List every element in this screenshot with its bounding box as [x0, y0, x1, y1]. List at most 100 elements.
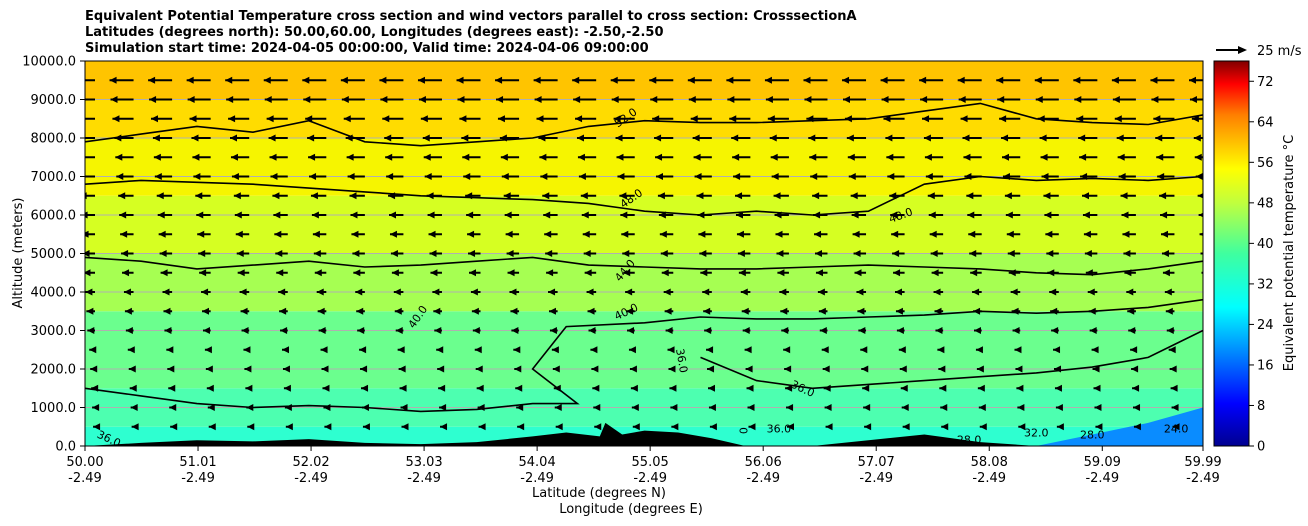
- wind-vector: [324, 423, 332, 431]
- wind-vector: [118, 192, 134, 200]
- wind-vector-head: [573, 96, 581, 103]
- wind-vector: [130, 404, 138, 411]
- wind-vector-head: [157, 211, 165, 219]
- wind-vector-head: [167, 365, 175, 373]
- wind-vector-head: [659, 230, 667, 238]
- wind-vector-head: [497, 115, 505, 123]
- wind-vector: [467, 230, 481, 238]
- wind-vector-head: [1085, 269, 1093, 277]
- wind-vector: [129, 384, 137, 392]
- wind-vector-head: [586, 288, 594, 296]
- wind-vector-head: [881, 96, 889, 103]
- colorbar-tick-label-2: 16: [1257, 358, 1274, 373]
- wind-vector: [477, 404, 485, 411]
- wind-vector: [302, 76, 327, 84]
- wind-vector-head: [767, 115, 775, 123]
- wind-vector: [764, 76, 789, 84]
- wind-vector-head: [205, 365, 213, 373]
- wind-vector-head: [615, 134, 623, 142]
- wind-vector-head: [230, 153, 238, 161]
- wind-vector-head: [85, 288, 93, 296]
- wind-vector-head: [1088, 307, 1096, 315]
- wind-vector-head: [468, 250, 476, 257]
- wind-vector-head: [388, 192, 396, 200]
- wind-vector: [744, 346, 752, 354]
- wind-vector-head: [970, 269, 978, 277]
- wind-vector: [465, 192, 481, 200]
- wind-vector: [576, 134, 597, 142]
- wind-vector: [746, 384, 754, 392]
- wind-vector: [625, 288, 635, 296]
- wind-vector: [1041, 173, 1059, 180]
- wind-vector: [623, 269, 635, 277]
- wind-vector-head: [355, 288, 363, 296]
- wind-vector-head: [852, 230, 860, 238]
- wind-vector: [626, 307, 635, 315]
- wind-vector: [517, 423, 525, 431]
- wind-vector-head: [930, 250, 938, 257]
- colorbar-tick-label-5: 40: [1257, 237, 1274, 252]
- x-tick-label-lon-1: -2.49: [181, 471, 215, 486]
- wind-vector-head: [119, 211, 127, 219]
- wind-vector: [401, 423, 409, 431]
- wind-vector: [735, 192, 751, 200]
- wind-vector-head: [619, 192, 627, 200]
- wind-vector-head: [90, 365, 98, 373]
- y-tick-label-6: 6000.0: [31, 209, 77, 224]
- wind-vector-head: [979, 423, 987, 431]
- wind-vector-head: [900, 384, 908, 392]
- wind-vector-head: [578, 173, 586, 180]
- wind-vector: [1092, 365, 1100, 373]
- wind-vector: [709, 423, 717, 431]
- wind-vector: [809, 153, 828, 161]
- wind-vector: [90, 365, 98, 373]
- wind-vector-head: [808, 134, 816, 142]
- wind-vector-head: [883, 115, 891, 123]
- wind-vector: [889, 192, 905, 200]
- wind-vector-head: [670, 404, 678, 411]
- wind-vector-head: [1150, 76, 1158, 84]
- wind-vector-head: [356, 307, 364, 315]
- wind-vector-head: [901, 404, 909, 411]
- wind-vector: [226, 96, 250, 103]
- wind-vector-head: [195, 192, 203, 200]
- wind-vector-head: [401, 423, 409, 431]
- wind-vector: [280, 327, 288, 334]
- wind-vector-head: [153, 153, 161, 161]
- wind-vector: [351, 230, 365, 238]
- wind-vector-head: [665, 327, 673, 334]
- wind-vector-head: [476, 384, 484, 392]
- wind-vector-head: [536, 115, 544, 123]
- wind-vector: [1133, 423, 1141, 431]
- wind-vector-head: [770, 153, 778, 161]
- wind-vector: [941, 423, 949, 431]
- wind-vector-head: [539, 153, 547, 161]
- wind-vector-head: [1051, 327, 1059, 334]
- wind-vector-head: [467, 230, 475, 238]
- wind-vector-head: [973, 307, 981, 315]
- wind-vector: [583, 250, 597, 257]
- wind-vector: [516, 404, 524, 411]
- wind-vector: [160, 269, 173, 277]
- chart-title-line-2: Latitudes (degrees north): 50.00,60.00, …: [85, 25, 664, 40]
- wind-vector: [110, 96, 134, 103]
- wind-vector-head: [310, 192, 318, 200]
- wind-vector: [881, 96, 905, 103]
- wind-vector-head: [471, 307, 479, 315]
- wind-vector: [707, 384, 715, 392]
- wind-vector: [1091, 346, 1099, 354]
- wind-vector-head: [186, 76, 194, 84]
- wind-vector: [899, 365, 907, 373]
- wind-vector: [514, 365, 522, 373]
- wind-vector-head: [1169, 365, 1177, 373]
- wind-vectors: [85, 76, 1203, 431]
- wind-vector: [1016, 384, 1024, 392]
- wind-vector: [394, 307, 404, 315]
- wind-vector: [851, 211, 867, 219]
- wind-vector-head: [510, 307, 518, 315]
- wind-vector: [1130, 346, 1138, 354]
- wind-vector-head: [264, 96, 272, 103]
- wind-vector-head: [1035, 96, 1043, 103]
- wind-vector: [846, 134, 867, 142]
- wind-vector: [237, 269, 250, 277]
